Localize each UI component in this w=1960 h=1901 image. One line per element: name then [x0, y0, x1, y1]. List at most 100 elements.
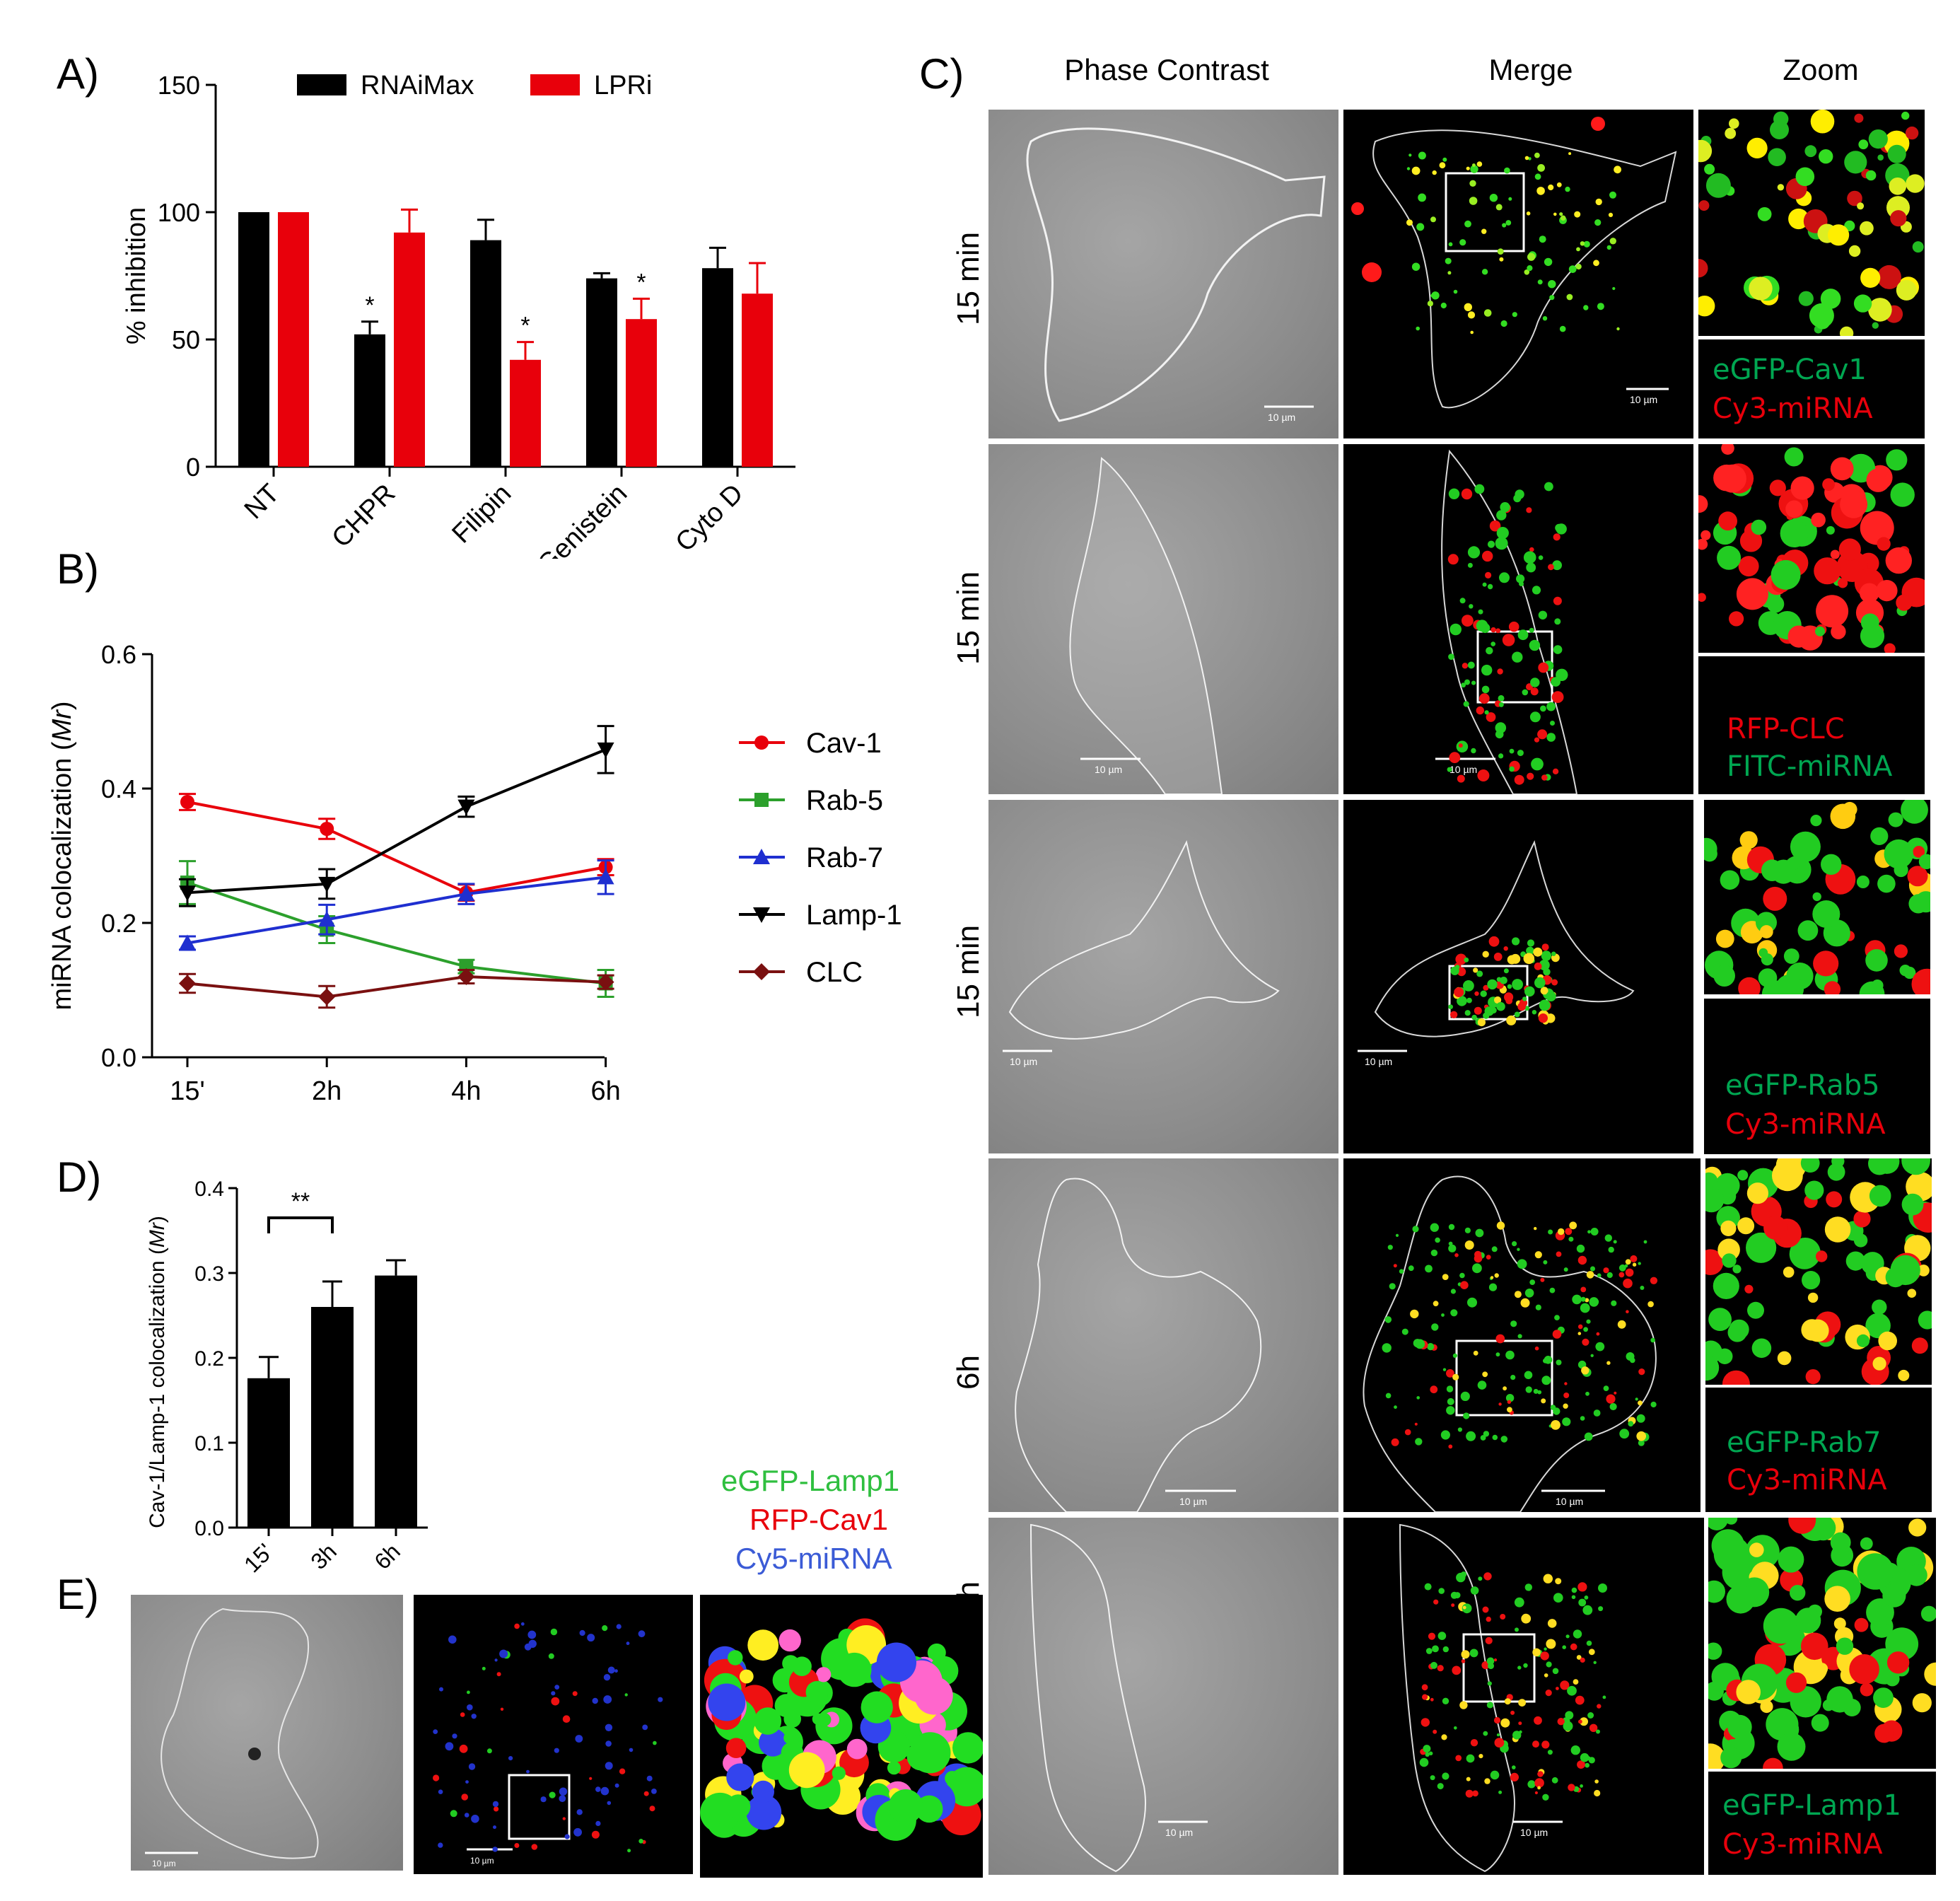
fluorescent-puncta [1824, 981, 1841, 994]
fluorescent-puncta [1492, 1434, 1498, 1441]
fluorescent-puncta [1423, 1745, 1431, 1753]
fluorescent-puncta [1568, 152, 1572, 156]
legend-label-Cav-1: Cav-1 [806, 728, 882, 759]
fluorescent-puncta [1804, 1180, 1824, 1200]
fluorescent-puncta [1568, 265, 1577, 273]
fluorescent-puncta [1761, 953, 1773, 966]
fluorescent-puncta [1515, 489, 1524, 499]
fluorescent-puncta [1872, 1299, 1887, 1315]
fluorescent-puncta [1577, 1582, 1587, 1592]
fluorescent-puncta [1497, 248, 1504, 255]
fluorescent-puncta [1433, 1599, 1439, 1605]
fluorescent-puncta [1877, 264, 1901, 289]
fluorescent-puncta [1541, 774, 1548, 781]
fluorescent-puncta [1771, 559, 1801, 590]
fluorescent-puncta [1546, 702, 1556, 711]
fluorescent-puncta [1484, 1778, 1491, 1784]
fluorescent-puncta [1449, 752, 1461, 764]
fluorescent-puncta [1763, 886, 1787, 911]
fluorescent-puncta [1476, 970, 1483, 977]
fluorescent-puncta [1495, 1352, 1500, 1357]
series-line-CLC [187, 975, 606, 999]
fluorescent-puncta [1504, 1698, 1511, 1705]
fluorescent-puncta [762, 1752, 790, 1780]
fluorescent-puncta [1488, 936, 1500, 947]
point-CLC [457, 968, 475, 985]
fluorescent-puncta [1529, 711, 1541, 723]
fluorescent-puncta [1485, 1637, 1493, 1644]
fluorescent-puncta [1802, 1271, 1821, 1290]
fluorescent-puncta [783, 1732, 795, 1744]
fluorescent-puncta [1746, 137, 1768, 158]
fluorescent-puncta [1491, 1007, 1497, 1013]
fluorescent-puncta [1473, 967, 1478, 973]
series-line-Rab-7 [187, 876, 606, 945]
fluorescent-puncta [1820, 289, 1841, 309]
fluorescent-puncta [1382, 1343, 1392, 1353]
fluorescent-puncta [1865, 1313, 1891, 1339]
fluorescent-puncta [1447, 1397, 1454, 1405]
fluorescent-puncta [708, 1683, 746, 1721]
fluorescent-puncta [1500, 1614, 1506, 1620]
fluorescent-puncta [1562, 1645, 1566, 1649]
fluorescent-puncta [1463, 1412, 1470, 1419]
fluorescent-puncta [1532, 1648, 1541, 1657]
fluorescent-puncta [1470, 330, 1474, 335]
fluorescent-puncta [1466, 997, 1472, 1004]
fluorescent-puncta [1701, 530, 1711, 540]
bar-15' [247, 1378, 290, 1528]
fluorescent-puncta [1452, 1665, 1462, 1675]
fluorescent-puncta [1705, 173, 1731, 198]
fluorescent-puncta [1454, 1592, 1461, 1599]
point-Cav-1 [320, 822, 334, 836]
fluorescent-puncta [1625, 1259, 1631, 1265]
x-tick-label: CHPR [327, 479, 402, 554]
fluorescent-puncta [1490, 1770, 1500, 1780]
fluorescent-puncta [1477, 1018, 1486, 1027]
fluorescent-puncta [1503, 1386, 1507, 1391]
fluorescent-puncta [1412, 1226, 1419, 1233]
fluorescent-puncta [1580, 1752, 1589, 1762]
fluorescent-puncta [1616, 327, 1620, 331]
fluorescent-puncta [450, 1810, 457, 1818]
fluorescent-puncta [1757, 207, 1772, 221]
fluorescent-puncta [1901, 1158, 1930, 1175]
fluorescent-puncta [1590, 1228, 1599, 1236]
fluorescent-puncta [1606, 1394, 1616, 1404]
fluorescent-puncta [1565, 1228, 1573, 1236]
fluorescent-puncta [1461, 1650, 1470, 1659]
fluorescent-puncta [1514, 1291, 1522, 1298]
fluorescent-puncta [1480, 990, 1487, 997]
fluorescent-puncta [1613, 1240, 1617, 1244]
fluorescent-puncta [1448, 1444, 1453, 1449]
fluorescent-puncta [1532, 1010, 1537, 1015]
fluorescent-puncta [550, 1628, 558, 1636]
fluorescent-puncta [1577, 1760, 1585, 1769]
point-Lamp-1 [597, 742, 614, 758]
fluorescent-puncta [1636, 1431, 1646, 1441]
fluorescent-puncta [1578, 1598, 1587, 1607]
fluorescent-puncta [603, 1695, 612, 1704]
fluorescent-puncta [1874, 1723, 1894, 1743]
fluorescent-puncta [1821, 854, 1842, 875]
fluorescent-puncta [1487, 1681, 1492, 1686]
fluorescent-puncta [1537, 279, 1543, 285]
fluorescent-puncta [1540, 987, 1548, 995]
fluorescent-puncta [1533, 947, 1543, 957]
fluorescent-puncta [1810, 815, 1822, 827]
fluorescent-puncta [1486, 712, 1496, 722]
fluorescent-puncta [1527, 265, 1533, 272]
fluorescent-puncta [1749, 1542, 1764, 1557]
fluorescent-puncta [1556, 182, 1562, 187]
fluorescent-puncta [754, 1707, 782, 1735]
fluorescent-puncta [1544, 1356, 1553, 1364]
fluorescent-puncta [1512, 651, 1523, 663]
fluorescent-puncta [1519, 1730, 1522, 1734]
fluorescent-puncta [595, 1786, 601, 1792]
fluorescent-puncta [1472, 1263, 1482, 1274]
fluorescent-puncta [496, 1672, 501, 1677]
fluorescent-puncta [1553, 596, 1562, 605]
fluorescent-puncta [1567, 1685, 1577, 1696]
fluorescent-puncta [643, 1791, 649, 1796]
fluorescent-puncta [1800, 1158, 1820, 1173]
